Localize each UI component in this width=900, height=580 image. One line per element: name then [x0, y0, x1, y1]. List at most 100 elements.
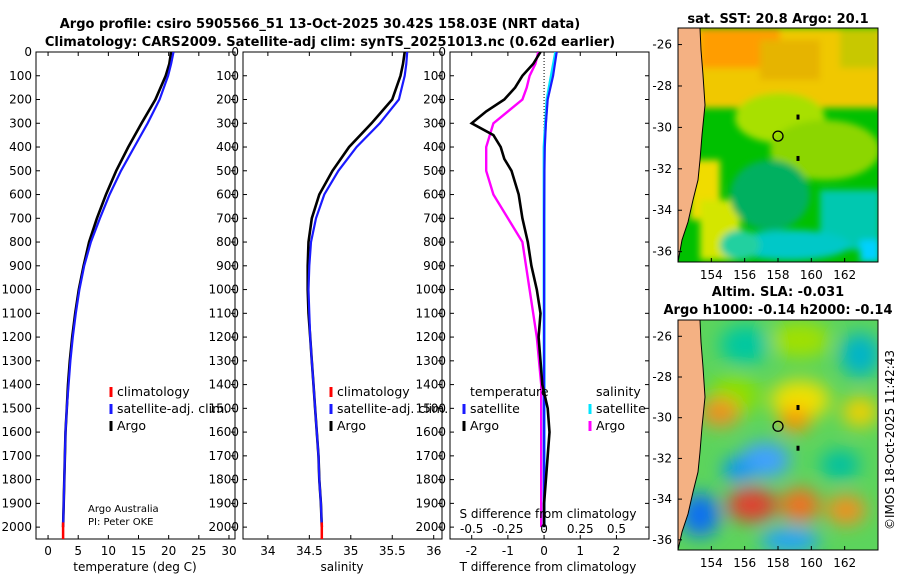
y-tick-label: 600	[9, 188, 32, 202]
y-tick-label: 700	[9, 211, 32, 225]
legend-heading-temperature: temperature	[470, 384, 549, 399]
sst-map-title: sat. SST: 20.8 Argo: 20.1	[687, 12, 868, 27]
credit-line1: Argo Australia	[88, 504, 159, 515]
map-y-tick-label: -28	[652, 79, 672, 93]
y-tick-label: 200	[216, 93, 239, 107]
imos-timestamp: ©IMOS 18-Oct-2025 11:42:43	[883, 350, 897, 530]
sla-map-panel: Altim. SLA: -0.031 Argo h1000: -0.14 h20…	[652, 285, 892, 570]
y-tick-label: 900	[216, 259, 239, 273]
y-tick-label: 1200	[1, 330, 32, 344]
y-tick-label: 900	[9, 259, 32, 273]
x-tick-label: 10	[101, 544, 116, 558]
y-tick-label: 800	[216, 235, 239, 249]
legend-label: climatology	[337, 384, 410, 399]
y-tick-label: 800	[423, 235, 446, 249]
argo-float-marker	[772, 420, 784, 432]
argo-float-marker	[772, 130, 784, 142]
map-x-tick-label: 160	[800, 556, 823, 570]
y-tick-label: 1100	[415, 306, 446, 320]
map-y-tick-label: -32	[652, 451, 672, 465]
map-y-tick-label: -34	[652, 492, 672, 506]
s-tick-label: 0.5	[607, 522, 626, 536]
y-tick-label: 1000	[1, 283, 32, 297]
y-tick-label: 0	[438, 45, 446, 59]
difference-axes-frame	[449, 51, 650, 540]
y-tick-label: 700	[423, 211, 446, 225]
map-y-tick-label: -34	[652, 203, 672, 217]
y-tick-label: 1600	[208, 425, 239, 439]
legend-label: satellite-adj. clim.	[117, 401, 228, 416]
salinity-profile-panel: 0 100 200 300 400 500 600 700 800 900 1000 1100 1200…	[208, 45, 448, 574]
y-tick-label: 1700	[208, 449, 239, 463]
legend-label: satellite-adj. clim.	[337, 401, 448, 416]
map-x-tick-label: 156	[733, 556, 756, 570]
y-tick-label: 1100	[208, 306, 239, 320]
neighbour-float-marker	[796, 405, 800, 411]
x-tick-label: 0	[540, 544, 548, 558]
y-tick-label: 600	[423, 188, 446, 202]
temperature-profile-panel: 0100200300400500600700800900100011001200…	[1, 45, 236, 574]
map-x-tick-label: 156	[733, 268, 756, 282]
map-x-tick-label: 154	[700, 556, 723, 570]
salinity-axes-frame	[242, 51, 443, 540]
map-y-tick-label: -36	[652, 533, 672, 547]
sla-heatmap	[678, 320, 878, 550]
y-tick-label: 100	[216, 69, 239, 83]
y-tick-label: 400	[216, 140, 239, 154]
map-x-tick-label: 158	[767, 268, 790, 282]
map-x-tick-label: 160	[800, 268, 823, 282]
map-x-tick-label: 154	[700, 268, 723, 282]
y-tick-label: 1800	[415, 473, 446, 487]
y-tick-label: 1500	[208, 401, 239, 415]
s-tick-label: 0	[540, 522, 548, 536]
y-tick-label: 1200	[415, 330, 446, 344]
y-tick-label: 500	[216, 164, 239, 178]
y-tick-label: 500	[9, 164, 32, 178]
y-tick-label: 700	[216, 211, 239, 225]
y-tick-label: 2000	[1, 520, 32, 534]
x-tick-label: 20	[161, 544, 176, 558]
map-x-tick-label: 158	[767, 556, 790, 570]
legend-label: satellite	[470, 401, 520, 416]
y-tick-label: 400	[9, 140, 32, 154]
sla-map-subtitle: Argo h1000: -0.14 h2000: -0.14	[663, 303, 892, 318]
temperature-legend: climatology satellite-adj. clim. Argo	[109, 384, 228, 433]
x-tick-label: 30	[221, 544, 236, 558]
y-tick-label: 1800	[1, 473, 32, 487]
s-difference-xlabel: S difference from climatology	[460, 507, 637, 521]
temperature-satellite-diff-line	[542, 52, 558, 528]
x-tick-label: 35.5	[379, 544, 406, 558]
map-y-tick-label: -30	[652, 120, 672, 134]
x-tick-label: 35	[343, 544, 358, 558]
map-y-tick-label: -26	[652, 329, 672, 343]
y-tick-label: 1300	[415, 354, 446, 368]
neighbour-float-marker	[796, 445, 800, 451]
y-tick-label: 300	[423, 116, 446, 130]
y-tick-label: 200	[9, 93, 32, 107]
sst-map-panel: sat. SST: 20.8 Argo: 20.1 154	[652, 12, 879, 282]
y-tick-label: 1300	[208, 354, 239, 368]
map-y-tick-label: -36	[652, 245, 672, 259]
map-y-tick-label: -26	[652, 38, 672, 52]
y-tick-label: 1900	[208, 496, 239, 510]
y-tick-label: 1000	[415, 283, 446, 297]
y-tick-label: 400	[423, 140, 446, 154]
y-tick-label: 100	[423, 69, 446, 83]
salinity-legend: climatology satellite-adj. clim. Argo	[329, 384, 448, 433]
x-tick-label: 36	[426, 544, 441, 558]
temperature-argo-diff-line	[469, 52, 551, 528]
y-tick-label: 1200	[208, 330, 239, 344]
y-tick-label: 1400	[208, 378, 239, 392]
temperature-xlabel: temperature (deg C)	[73, 560, 196, 574]
y-tick-label: 1100	[1, 306, 32, 320]
x-tick-label: 15	[131, 544, 146, 558]
y-tick-label: 2000	[208, 520, 239, 534]
figure-title-line2: Climatology: CARS2009. Satellite-adj cli…	[45, 35, 615, 50]
y-tick-label: 300	[9, 116, 32, 130]
y-tick-label: 100	[9, 69, 32, 83]
y-tick-label: 1400	[1, 378, 32, 392]
y-tick-label: 500	[423, 164, 446, 178]
y-tick-label: 1700	[1, 449, 32, 463]
difference-profile-panel: 0100200300400500600700800900100011001200…	[415, 45, 650, 574]
